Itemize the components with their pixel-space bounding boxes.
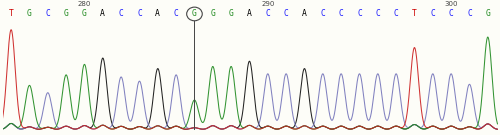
Text: C: C (174, 9, 178, 18)
Text: G: G (228, 9, 234, 18)
Text: C: C (118, 9, 124, 18)
Text: C: C (376, 9, 380, 18)
Text: G: G (210, 9, 215, 18)
Text: A: A (302, 9, 307, 18)
Text: G: G (64, 9, 68, 18)
Text: C: C (338, 9, 344, 18)
Text: A: A (100, 9, 105, 18)
Text: C: C (137, 9, 142, 18)
Text: C: C (394, 9, 398, 18)
Text: C: C (467, 9, 472, 18)
Text: C: C (357, 9, 362, 18)
Text: G: G (82, 9, 87, 18)
Text: T: T (412, 9, 417, 18)
Text: C: C (266, 9, 270, 18)
Text: T: T (8, 9, 14, 18)
Text: C: C (320, 9, 325, 18)
Text: 280: 280 (78, 1, 91, 8)
Text: A: A (156, 9, 160, 18)
Text: C: C (448, 9, 454, 18)
Text: 290: 290 (261, 1, 274, 8)
Text: G: G (486, 9, 490, 18)
Text: A: A (247, 9, 252, 18)
Text: C: C (284, 9, 288, 18)
Text: G: G (192, 9, 197, 18)
Text: C: C (46, 9, 50, 18)
Text: 300: 300 (444, 1, 458, 8)
Text: G: G (27, 9, 32, 18)
Text: C: C (430, 9, 435, 18)
